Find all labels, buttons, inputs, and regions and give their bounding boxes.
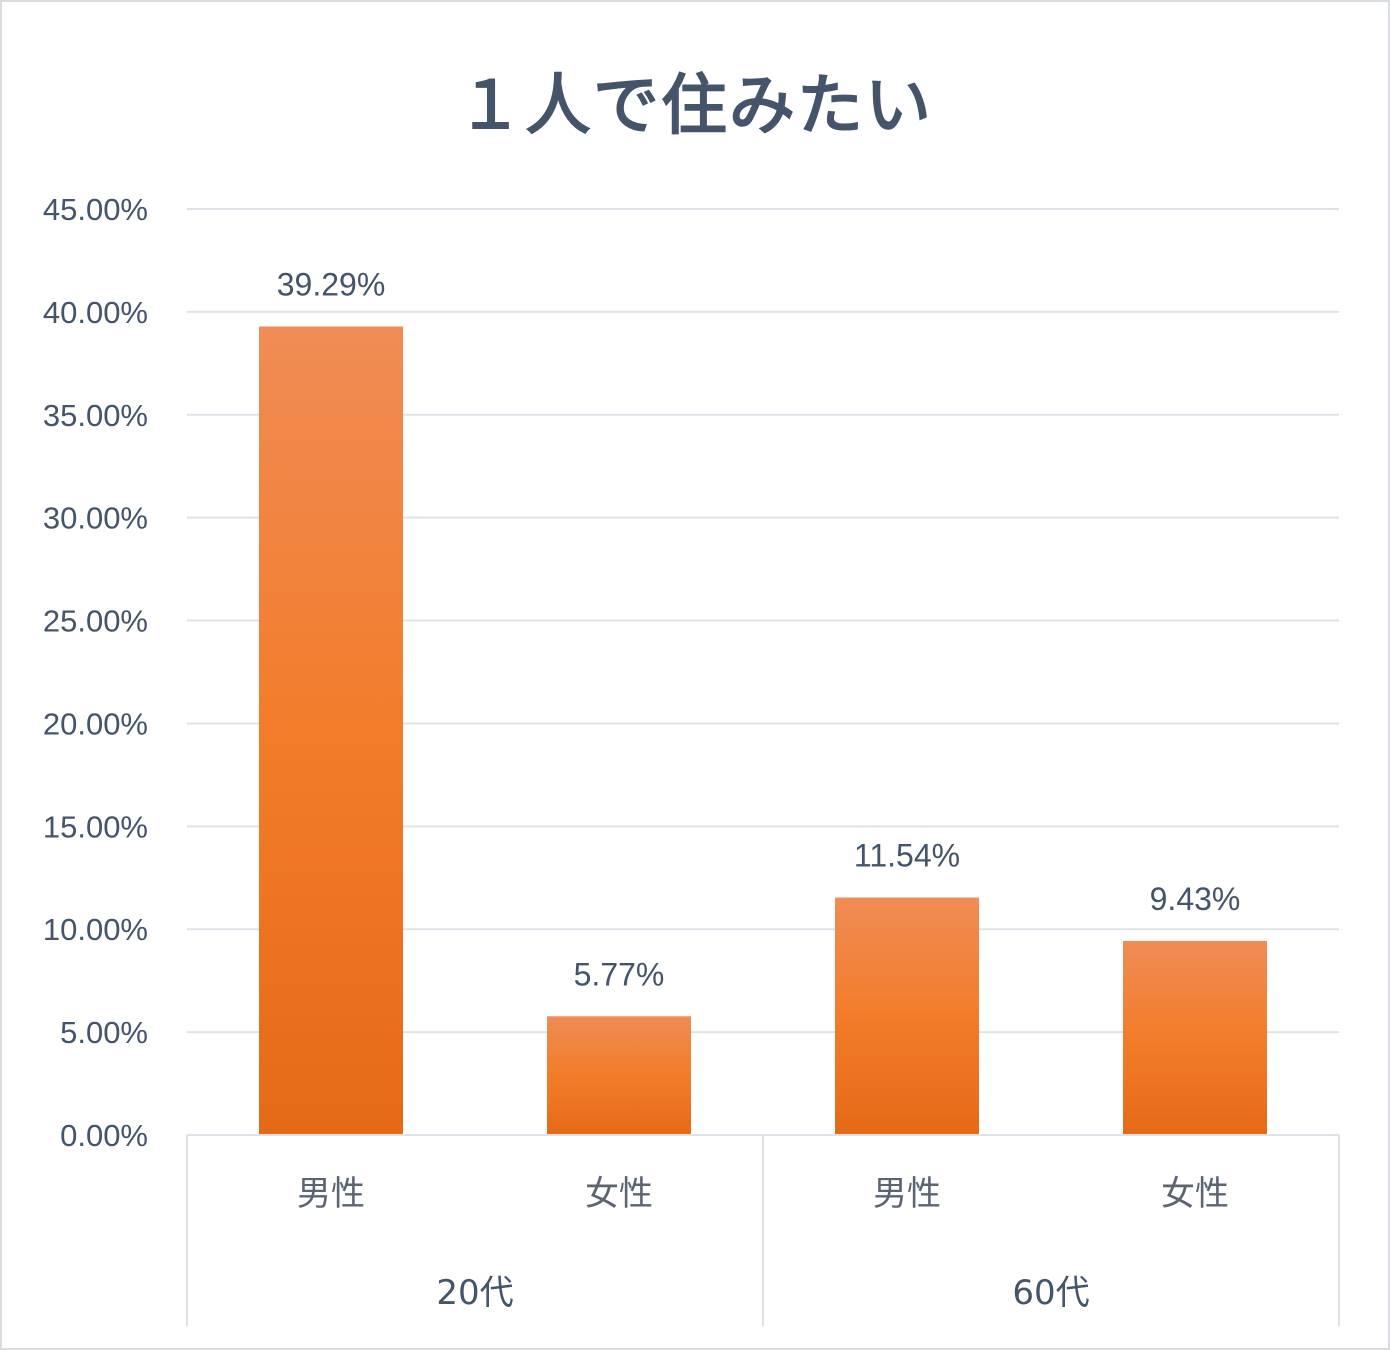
y-tick-label: 20.00%: [43, 706, 148, 741]
y-tick-label: 35.00%: [43, 398, 148, 433]
y-tick-label: 25.00%: [43, 604, 148, 639]
y-tick-label: 0.00%: [60, 1118, 148, 1153]
bar: [835, 898, 979, 1135]
y-tick-label: 10.00%: [43, 912, 148, 947]
x-category-label: 女性: [1161, 1174, 1229, 1214]
data-label: 39.29%: [277, 266, 386, 302]
bar: [259, 326, 403, 1135]
y-tick-label: 5.00%: [60, 1015, 148, 1050]
x-category-label: 男性: [297, 1174, 365, 1214]
data-label: 9.43%: [1150, 881, 1241, 917]
bar: [1123, 941, 1267, 1135]
y-tick-label: 40.00%: [43, 295, 148, 330]
x-category-label: 男性: [873, 1174, 941, 1214]
y-tick-label: 45.00%: [43, 192, 148, 227]
y-tick-label: 15.00%: [43, 809, 148, 844]
x-group-label: 60代: [1012, 1273, 1089, 1313]
x-category-label: 女性: [585, 1174, 653, 1214]
bar: [547, 1016, 691, 1135]
y-tick-label: 30.00%: [43, 501, 148, 536]
data-label: 5.77%: [574, 956, 665, 992]
x-group-label: 20代: [436, 1273, 513, 1313]
data-label: 11.54%: [854, 838, 960, 874]
